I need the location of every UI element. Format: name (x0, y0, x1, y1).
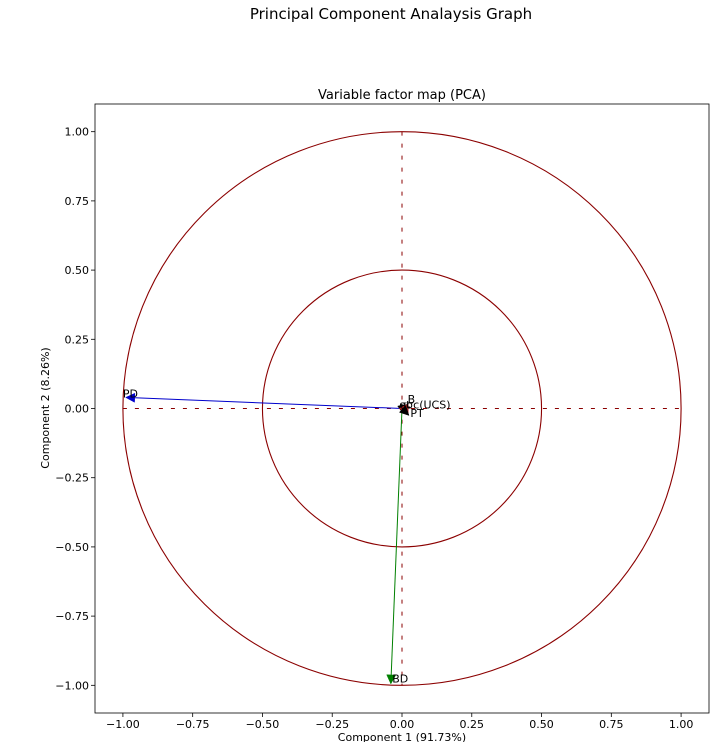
y-tick-label: 0.50 (65, 264, 90, 277)
variable-label-2: B (408, 393, 416, 406)
y-tick-label: −0.25 (55, 472, 89, 485)
correlation-circle-1 (261, 269, 543, 548)
variable-label-4: σt (399, 399, 411, 412)
x-tick-label: 1.00 (669, 718, 694, 731)
y-tick-label: 0.75 (65, 195, 90, 208)
vector-arrowhead-0 (125, 392, 136, 403)
y-tick-label: 1.00 (65, 126, 90, 139)
variable-label-5: PT (410, 407, 424, 420)
vector-arrowhead-5 (398, 405, 410, 416)
y-axis-label: Component 2 (8.26%) (39, 347, 52, 468)
x-tick-label: −0.50 (246, 718, 280, 731)
x-tick-label: 0.00 (390, 718, 415, 731)
chart-title: Variable factor map (PCA) (318, 88, 486, 103)
plot-area: −1.00 −0.75 −0.50 −0.25 0.00 0.25 0.50 0.75 1.00… (55, 103, 710, 731)
y-tick-label: −0.50 (55, 541, 89, 554)
y-tick-label: 0.25 (65, 333, 90, 346)
x-tick-label: −1.00 (106, 718, 140, 731)
y-tick-label: −0.75 (55, 610, 89, 623)
vector-arrowhead-1 (386, 674, 397, 685)
variable-label-0: PD (123, 387, 138, 400)
x-axis-label: Component 1 (91.73%) (338, 731, 466, 742)
x-tick-label: 0.25 (460, 718, 485, 731)
correlation-circle-0 (122, 131, 682, 686)
variable-label-3: σc(UCS) (406, 399, 450, 412)
figure-suptitle: Principal Component Analaysis Graph (250, 5, 532, 23)
y-tick-label: 0.00 (65, 403, 90, 416)
y-tick-label: −1.00 (55, 679, 89, 692)
x-tick-label: −0.25 (315, 718, 349, 731)
variable-label-1: BD (392, 673, 408, 686)
x-tick-label: 0.50 (529, 718, 554, 731)
vector-line-1 (390, 408, 403, 675)
x-tick-label: 0.75 (599, 718, 624, 731)
x-tick-label: −0.75 (176, 718, 210, 731)
vector-line-0 (134, 397, 403, 409)
